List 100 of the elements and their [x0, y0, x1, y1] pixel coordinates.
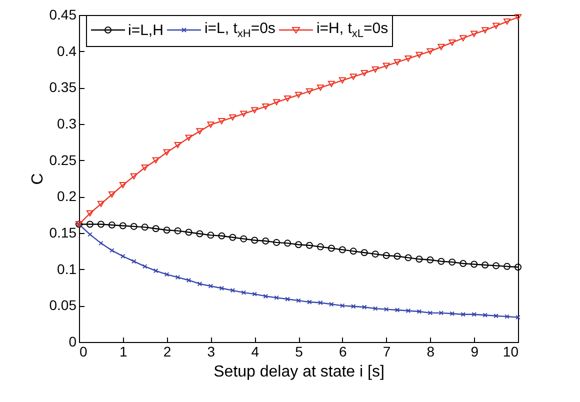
y-tick-label: 0.2 — [57, 188, 77, 204]
point — [307, 300, 312, 304]
point — [284, 240, 292, 247]
point — [492, 262, 500, 270]
point — [295, 92, 302, 98]
point — [88, 232, 92, 237]
point — [296, 298, 301, 303]
point — [306, 242, 313, 249]
point — [504, 314, 510, 319]
point — [514, 14, 522, 20]
point — [108, 191, 116, 198]
point — [97, 220, 104, 228]
point — [416, 256, 423, 263]
point — [284, 95, 292, 102]
point — [141, 224, 148, 231]
point — [504, 18, 511, 25]
point — [152, 157, 160, 164]
point — [175, 274, 180, 280]
point — [197, 281, 202, 286]
y-tick-label: 0.05 — [49, 297, 77, 314]
y-axis-title: C — [29, 173, 46, 185]
point — [470, 260, 478, 268]
point — [174, 227, 182, 234]
point — [108, 222, 116, 228]
point — [229, 234, 236, 241]
point — [404, 56, 412, 62]
point — [372, 306, 378, 311]
point — [328, 80, 335, 88]
point — [360, 249, 368, 256]
point — [316, 243, 324, 250]
x-tick-label: 10 — [502, 344, 519, 360]
point — [482, 312, 488, 318]
point — [230, 288, 236, 293]
point — [460, 35, 467, 42]
y-tick-label: 0 — [68, 334, 77, 350]
point — [350, 248, 357, 255]
point — [351, 304, 356, 309]
x-tick-label: 5 — [295, 344, 304, 360]
point — [438, 258, 445, 265]
point — [329, 302, 334, 307]
point — [362, 304, 367, 310]
x-tick-label: 1 — [120, 344, 128, 360]
point — [482, 27, 489, 34]
point — [218, 118, 226, 124]
point — [130, 222, 138, 230]
point — [219, 286, 224, 291]
point — [426, 256, 434, 264]
point — [504, 262, 511, 270]
y-tick-label: 0.35 — [49, 79, 77, 96]
point — [110, 248, 114, 253]
point — [132, 258, 136, 264]
point — [130, 173, 138, 180]
point — [252, 292, 257, 296]
y-tick-label: 0.3 — [57, 116, 77, 132]
x-tick-label: 8 — [426, 344, 435, 360]
point — [295, 241, 302, 248]
x-tick-label: 9 — [470, 344, 479, 360]
point — [492, 22, 500, 29]
point — [482, 261, 489, 268]
point — [207, 122, 214, 128]
point — [119, 182, 126, 188]
x-tick-label: 2 — [163, 344, 172, 360]
point — [119, 222, 126, 230]
point — [163, 149, 170, 156]
point — [164, 272, 170, 277]
point — [97, 200, 104, 208]
point — [340, 303, 345, 308]
point — [152, 225, 160, 232]
point — [142, 264, 148, 269]
point — [338, 77, 346, 84]
point — [120, 254, 126, 259]
point — [316, 84, 324, 91]
point — [426, 48, 434, 54]
x-tick-label: 6 — [339, 344, 347, 360]
point — [438, 310, 444, 316]
y-tick-label: 0.1 — [57, 260, 77, 277]
point — [372, 66, 379, 73]
point — [174, 142, 182, 148]
point — [186, 278, 192, 283]
point — [438, 44, 445, 50]
point — [251, 107, 258, 114]
point — [185, 134, 192, 141]
point — [448, 40, 456, 46]
point — [394, 59, 401, 66]
point — [285, 296, 290, 302]
point — [98, 240, 104, 246]
y-tick-label: 0.4 — [57, 42, 77, 59]
point — [163, 226, 170, 234]
point — [416, 52, 423, 58]
point — [448, 258, 456, 266]
point — [240, 110, 248, 117]
y-tick-label: 0.25 — [49, 152, 77, 168]
point — [306, 88, 313, 94]
x-tick-label: 0 — [80, 344, 88, 360]
point — [372, 250, 379, 258]
point — [494, 313, 498, 318]
point — [338, 246, 346, 254]
point — [86, 220, 94, 228]
y-tick-label: 0.15 — [49, 224, 77, 240]
point — [472, 312, 476, 317]
